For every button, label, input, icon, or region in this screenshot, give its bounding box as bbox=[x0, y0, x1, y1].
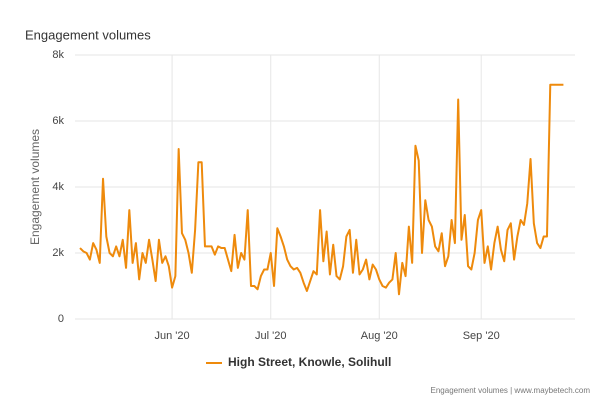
y-tick-label: 2k bbox=[52, 247, 64, 259]
y-tick-label: 8k bbox=[52, 49, 64, 61]
y-axis-label: Engagement volumes bbox=[28, 129, 42, 245]
x-tick-label: Jun '20 bbox=[155, 330, 190, 342]
series-line bbox=[79, 83, 564, 296]
x-tick-label: Jul '20 bbox=[255, 330, 286, 342]
y-tick-label: 6k bbox=[52, 115, 64, 127]
x-tick-label: Sep '20 bbox=[463, 330, 500, 342]
footer: Engagement volumes | www.maybetech.com bbox=[431, 386, 591, 395]
x-tick-label: Aug '20 bbox=[361, 330, 398, 342]
y-tick-label: 4k bbox=[52, 181, 64, 193]
y-tick-label: 0 bbox=[58, 313, 64, 325]
legend-label: High Street, Knowle, Solihull bbox=[228, 355, 391, 369]
chart-title: Engagement volumes bbox=[25, 27, 151, 42]
